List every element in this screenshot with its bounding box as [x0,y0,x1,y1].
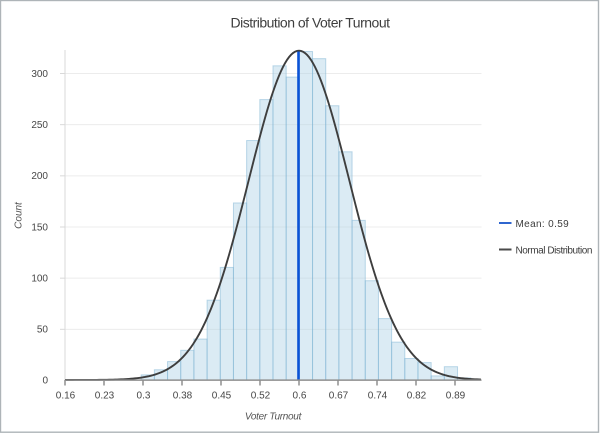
svg-text:0.45: 0.45 [212,391,232,402]
svg-text:250: 250 [31,120,48,131]
svg-text:0.82: 0.82 [407,391,427,402]
svg-text:0.52: 0.52 [251,391,271,402]
svg-text:150: 150 [31,222,48,233]
svg-text:0.23: 0.23 [95,391,115,402]
svg-text:50: 50 [37,325,49,336]
svg-text:0.16: 0.16 [56,391,76,402]
svg-text:100: 100 [31,274,48,285]
svg-text:Normal Distribution: Normal Distribution [516,245,592,256]
svg-text:0.6: 0.6 [293,391,307,402]
svg-text:0.74: 0.74 [368,391,388,402]
svg-text:0: 0 [42,376,48,387]
svg-text:0.89: 0.89 [446,391,466,402]
svg-text:Count: Count [14,201,25,229]
svg-text:300: 300 [31,69,48,80]
svg-text:Distribution of Voter Turnout: Distribution of Voter Turnout [230,15,390,31]
svg-text:Voter Turnout: Voter Turnout [245,412,303,423]
svg-text:0.3: 0.3 [137,391,151,402]
svg-text:200: 200 [31,171,48,182]
svg-text:Mean: 0.59: Mean: 0.59 [516,219,570,230]
svg-text:0.67: 0.67 [329,391,349,402]
svg-text:0.38: 0.38 [173,391,193,402]
